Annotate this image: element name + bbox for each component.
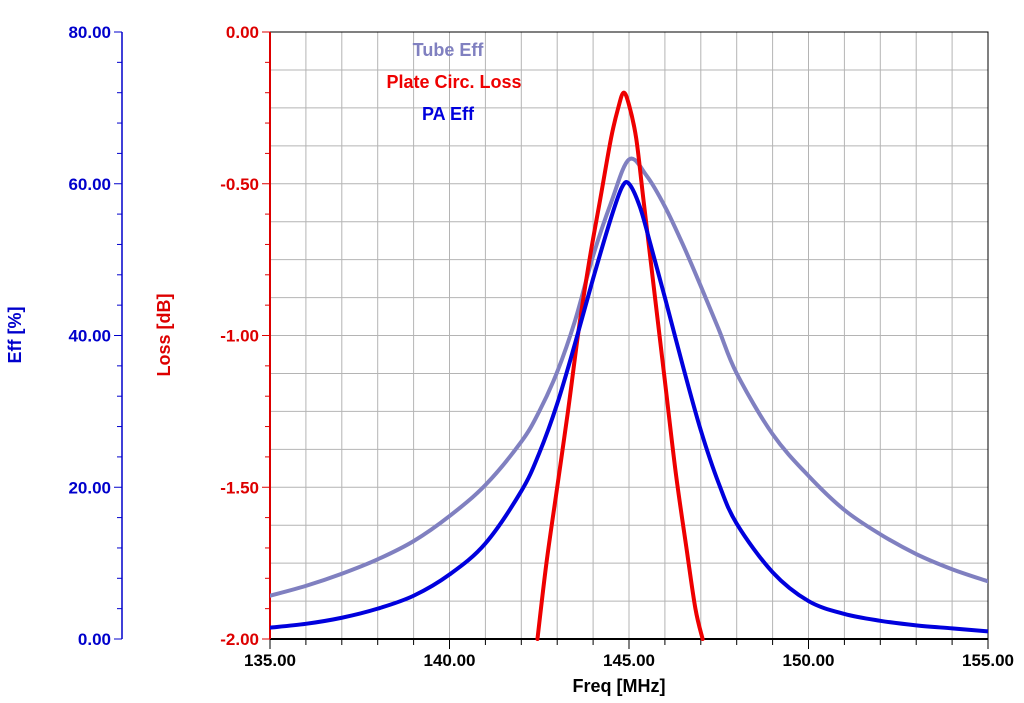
loss-tick-label: -1.50 (220, 478, 259, 497)
series-line-tube-eff (270, 156, 988, 598)
x-tick-label: 145.00 (603, 651, 655, 670)
series-line-pa-eff (270, 180, 988, 634)
loss-tick-label: -0.50 (220, 175, 259, 194)
x-tick-label: 150.00 (783, 651, 835, 670)
legend-entry: Plate Circ. Loss (386, 72, 521, 92)
legend: Tube Eff Plate Circ. Loss PA Eff (386, 40, 521, 124)
labels: 135.00 140.00 145.00 150.00 155.00 -2.00 -1.50… (5, 23, 1014, 696)
legend-entry: PA Eff (422, 104, 475, 124)
eff-tick-label: 60.00 (68, 175, 111, 194)
series-group (270, 90, 988, 641)
series-line-plate-circ-loss (535, 90, 705, 641)
x-tick-label: 140.00 (424, 651, 476, 670)
loss-tick-label: 0.00 (226, 23, 259, 42)
x-axis-title: Freq [MHz] (573, 676, 666, 696)
eff-tick-label: 0.00 (78, 630, 111, 649)
eff-tick-label: 40.00 (68, 327, 111, 346)
x-tick-label: 155.00 (962, 651, 1014, 670)
legend-entry: Tube Eff (413, 40, 485, 60)
eff-tick-label: 80.00 (68, 23, 111, 42)
loss-tick-label: -1.00 (220, 327, 259, 346)
x-tick-label: 135.00 (244, 651, 296, 670)
grid (269, 31, 989, 640)
loss-axis-title: Loss [dB] (154, 294, 174, 377)
eff-axis-title: Eff [%] (5, 307, 25, 364)
eff-tick-label: 20.00 (68, 478, 111, 497)
axes (114, 31, 989, 649)
loss-tick-label: -2.00 (220, 630, 259, 649)
